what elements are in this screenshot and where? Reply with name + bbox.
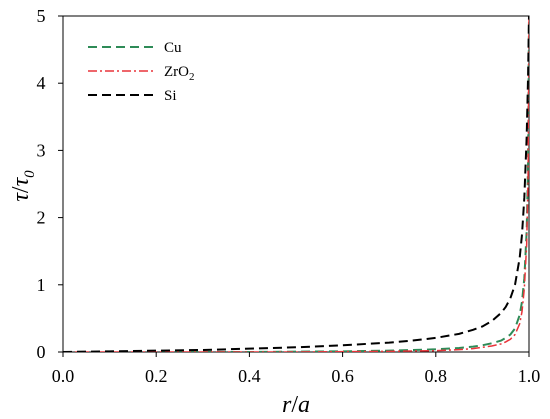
y-tick-label: 0 bbox=[37, 342, 46, 362]
x-tick-label: 0.6 bbox=[331, 366, 354, 386]
y-tick-label: 2 bbox=[37, 208, 46, 228]
legend-label-si: Si bbox=[164, 88, 177, 104]
y-tick-label: 5 bbox=[37, 6, 46, 26]
x-tick-label: 0.0 bbox=[52, 366, 75, 386]
series-layer bbox=[63, 16, 529, 352]
x-tick-label: 0.4 bbox=[238, 366, 261, 386]
y-tick-label: 3 bbox=[37, 140, 46, 160]
legend-label-cu: Cu bbox=[164, 40, 182, 56]
x-tick-label: 0.8 bbox=[425, 366, 448, 386]
x-axis-label: r/a bbox=[282, 392, 310, 418]
x-tick-label: 0.2 bbox=[145, 366, 168, 386]
y-tick-label: 1 bbox=[37, 275, 46, 295]
y-tick-label: 4 bbox=[37, 73, 46, 93]
legend-label-zro2: ZrO2 bbox=[164, 64, 195, 83]
y-axis-label: τ/τ0 bbox=[8, 170, 38, 202]
legend: Cu ZrO2 Si bbox=[88, 40, 195, 104]
series-line-zro2 bbox=[63, 16, 529, 352]
plot-frame bbox=[62, 15, 530, 353]
x-tick-label: 1.0 bbox=[518, 366, 541, 386]
series-line-si bbox=[63, 16, 529, 352]
series-line-cu bbox=[63, 16, 529, 352]
ticks-layer: 0.0 0.2 0.4 0.6 0.8 1.0 0 1 2 3 4 5 bbox=[37, 6, 541, 386]
